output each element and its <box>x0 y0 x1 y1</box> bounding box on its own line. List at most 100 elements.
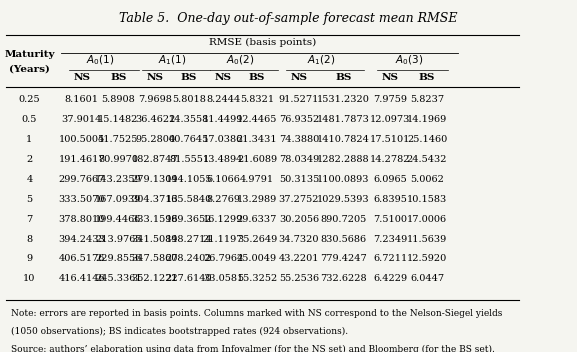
Text: 6.0965: 6.0965 <box>373 175 407 184</box>
Text: 21.1197: 21.1197 <box>203 234 243 244</box>
Text: 11.5639: 11.5639 <box>407 234 447 244</box>
Text: $A_0(1)$: $A_0(1)$ <box>86 53 114 67</box>
Text: 6.4229: 6.4229 <box>373 275 407 283</box>
Text: 80.9970: 80.9970 <box>98 155 138 164</box>
Text: 167.0939: 167.0939 <box>95 195 141 204</box>
Text: NS: NS <box>215 73 231 82</box>
Text: 21.6089: 21.6089 <box>237 155 277 164</box>
Text: 14.2782: 14.2782 <box>370 155 411 164</box>
Text: 5.8321: 5.8321 <box>240 95 274 104</box>
Text: 347.5867: 347.5867 <box>132 254 178 264</box>
Text: 732.6228: 732.6228 <box>320 275 366 283</box>
Text: NS: NS <box>147 73 163 82</box>
Text: 33.0581: 33.0581 <box>203 275 243 283</box>
Text: NS: NS <box>73 73 90 82</box>
Text: 5.8237: 5.8237 <box>410 95 444 104</box>
Text: 333.1596: 333.1596 <box>132 215 178 224</box>
Text: 11.4499: 11.4499 <box>203 115 243 124</box>
Text: 1410.7824: 1410.7824 <box>317 135 370 144</box>
Text: 8.2769: 8.2769 <box>206 195 240 204</box>
Text: 15.1482: 15.1482 <box>98 115 138 124</box>
Text: 7.9759: 7.9759 <box>373 95 407 104</box>
Text: 406.5176: 406.5176 <box>58 254 105 264</box>
Text: 208.2402: 208.2402 <box>166 254 212 264</box>
Text: 7.5100: 7.5100 <box>373 215 407 224</box>
Text: 182.8747: 182.8747 <box>132 155 178 164</box>
Text: 1282.2888: 1282.2888 <box>317 155 370 164</box>
Text: Source: authors’ elaboration using data from Infovalmer (for the NS set) and Blo: Source: authors’ elaboration using data … <box>11 345 495 352</box>
Text: 13.4894: 13.4894 <box>203 155 243 164</box>
Text: (1050 observations); BS indicates bootstrapped rates (924 observations).: (1050 observations); BS indicates bootst… <box>11 327 349 336</box>
Text: 10: 10 <box>23 275 36 283</box>
Text: NS: NS <box>382 73 399 82</box>
Text: 9: 9 <box>27 254 32 264</box>
Text: 12.4465: 12.4465 <box>237 115 277 124</box>
Text: 1: 1 <box>27 135 32 144</box>
Text: 1531.2320: 1531.2320 <box>317 95 370 104</box>
Text: 779.4247: 779.4247 <box>320 254 367 264</box>
Text: 6.0447: 6.0447 <box>410 275 444 283</box>
Text: BS: BS <box>249 73 265 82</box>
Text: 55.2536: 55.2536 <box>279 275 319 283</box>
Text: Table 5.  One-day out-of-sample forecast mean RMSE: Table 5. One-day out-of-sample forecast … <box>119 12 458 25</box>
Text: 143.2359: 143.2359 <box>95 175 142 184</box>
Text: 37.2752: 37.2752 <box>279 195 319 204</box>
Text: 4: 4 <box>27 175 32 184</box>
Text: 25.1460: 25.1460 <box>407 135 447 144</box>
Text: $A_1(2)$: $A_1(2)$ <box>307 53 335 67</box>
Text: 10.1583: 10.1583 <box>407 195 447 204</box>
Text: 91.5271: 91.5271 <box>279 95 319 104</box>
Text: 416.4146: 416.4146 <box>58 275 105 283</box>
Text: 1481.7873: 1481.7873 <box>317 115 370 124</box>
Text: 0.5: 0.5 <box>22 115 37 124</box>
Text: 378.8010: 378.8010 <box>58 215 105 224</box>
Text: 100.5005: 100.5005 <box>59 135 105 144</box>
Text: 8.1601: 8.1601 <box>65 95 99 104</box>
Text: 6.8395: 6.8395 <box>373 195 407 204</box>
Text: 24.5432: 24.5432 <box>407 155 447 164</box>
Text: 41.7525: 41.7525 <box>98 135 138 144</box>
Text: 189.3652: 189.3652 <box>166 215 212 224</box>
Text: 36.4622: 36.4622 <box>135 115 175 124</box>
Text: 4.9791: 4.9791 <box>240 175 274 184</box>
Text: 45.0049: 45.0049 <box>237 254 277 264</box>
Text: 5.8908: 5.8908 <box>102 95 135 104</box>
Text: 279.1309: 279.1309 <box>132 175 178 184</box>
Text: 7.2349: 7.2349 <box>373 234 407 244</box>
Text: 17.0006: 17.0006 <box>407 215 447 224</box>
Text: 1100.0893: 1100.0893 <box>317 175 370 184</box>
Text: 6.1066: 6.1066 <box>206 175 240 184</box>
Text: 7: 7 <box>27 215 32 224</box>
Text: 14.1969: 14.1969 <box>407 115 447 124</box>
Text: NS: NS <box>290 73 308 82</box>
Text: 55.3252: 55.3252 <box>237 275 277 283</box>
Text: 74.3880: 74.3880 <box>279 135 319 144</box>
Text: 35.2649: 35.2649 <box>237 234 277 244</box>
Text: 2: 2 <box>27 155 32 164</box>
Text: 6.7211: 6.7211 <box>373 254 407 264</box>
Text: Note: errors are reported in basis points. Columns marked with NS correspond to : Note: errors are reported in basis point… <box>11 309 503 318</box>
Text: 76.9352: 76.9352 <box>279 115 319 124</box>
Text: $A_0(2)$: $A_0(2)$ <box>226 53 254 67</box>
Text: Maturity: Maturity <box>4 50 55 59</box>
Text: $A_0(3)$: $A_0(3)$ <box>395 53 423 67</box>
Text: 5.8018: 5.8018 <box>172 95 206 104</box>
Text: 21.3431: 21.3431 <box>237 135 278 144</box>
Text: 30.2056: 30.2056 <box>279 215 319 224</box>
Text: 191.4617: 191.4617 <box>58 155 105 164</box>
Text: 81.5551: 81.5551 <box>169 155 209 164</box>
Text: 13.2989: 13.2989 <box>237 195 277 204</box>
Text: BS: BS <box>419 73 435 82</box>
Text: 341.5084: 341.5084 <box>132 234 178 244</box>
Text: 245.3361: 245.3361 <box>95 275 142 283</box>
Text: 0.25: 0.25 <box>18 95 40 104</box>
Text: 40.7645: 40.7645 <box>169 135 209 144</box>
Text: 299.7667: 299.7667 <box>58 175 105 184</box>
Text: BS: BS <box>181 73 197 82</box>
Text: $A_1(1)$: $A_1(1)$ <box>158 53 186 67</box>
Text: 229.8556: 229.8556 <box>95 254 141 264</box>
Text: 1029.5393: 1029.5393 <box>317 195 370 204</box>
Text: 29.6337: 29.6337 <box>237 215 277 224</box>
Text: 144.1055: 144.1055 <box>166 175 212 184</box>
Text: 50.3135: 50.3135 <box>279 175 319 184</box>
